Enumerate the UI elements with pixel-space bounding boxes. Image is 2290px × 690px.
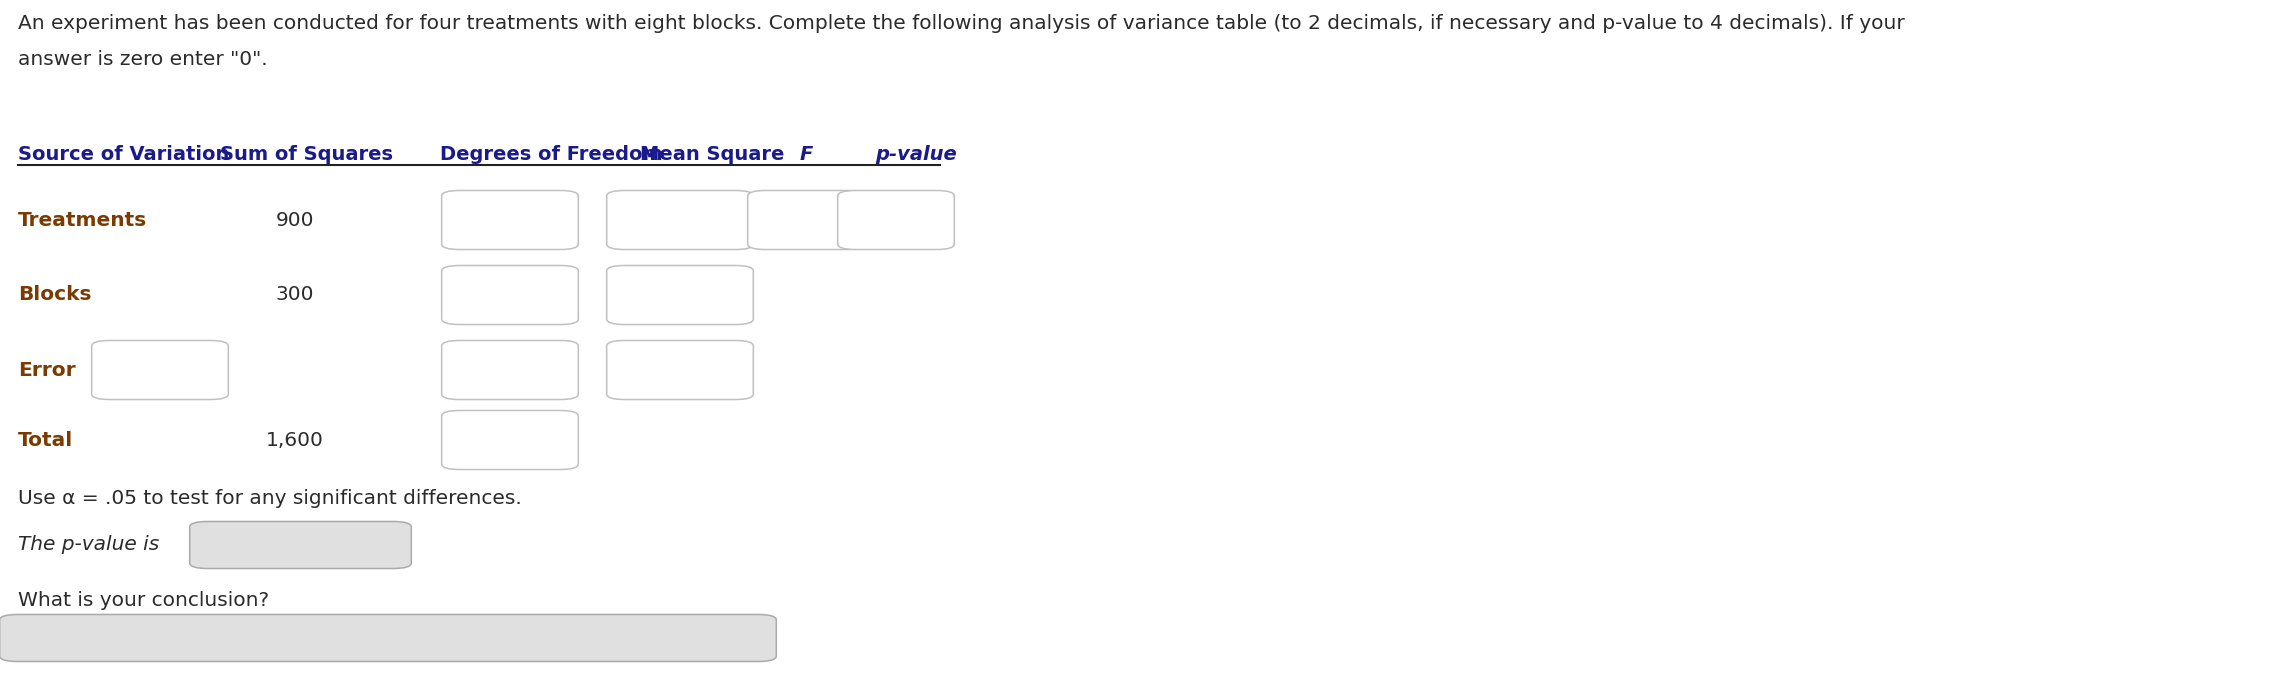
Text: ↕: ↕ <box>369 538 382 553</box>
Text: ↕: ↕ <box>733 631 747 646</box>
Text: Degrees of Freedom: Degrees of Freedom <box>440 145 662 164</box>
Text: Total: Total <box>18 431 73 449</box>
Text: The p-value is: The p-value is <box>18 535 160 555</box>
Text: 1,600: 1,600 <box>266 431 323 449</box>
Text: Select: Select <box>218 536 282 554</box>
Text: Source of Variation: Source of Variation <box>18 145 229 164</box>
Text: Treatments: Treatments <box>18 210 147 230</box>
Text: 300: 300 <box>275 286 314 304</box>
Text: Select: Select <box>27 629 92 647</box>
Text: Blocks: Blocks <box>18 286 92 304</box>
Text: F: F <box>799 145 813 164</box>
Text: An experiment has been conducted for four treatments with eight blocks. Complete: An experiment has been conducted for fou… <box>18 14 1905 33</box>
Text: 900: 900 <box>275 210 314 230</box>
Text: answer is zero enter "0".: answer is zero enter "0". <box>18 50 268 69</box>
Text: Sum of Squares: Sum of Squares <box>220 145 394 164</box>
Text: p-value: p-value <box>875 145 957 164</box>
Text: Error: Error <box>18 360 76 380</box>
Text: Use α = .05 to test for any significant differences.: Use α = .05 to test for any significant … <box>18 489 522 508</box>
Text: Mean Square: Mean Square <box>639 145 785 164</box>
Text: What is your conclusion?: What is your conclusion? <box>18 591 270 609</box>
